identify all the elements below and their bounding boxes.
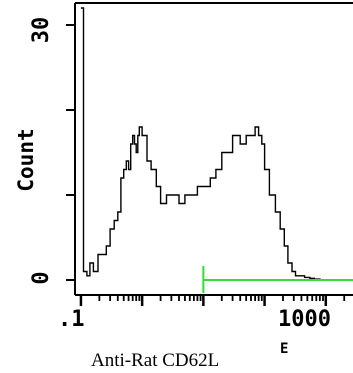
histogram-series bbox=[80, 7, 325, 281]
y-tick-label-0: 0 bbox=[29, 271, 54, 284]
x-ticks bbox=[79, 295, 346, 306]
y-ticks bbox=[66, 24, 75, 281]
x-tick-label-0.1: .1 bbox=[58, 307, 85, 332]
x-tick-label-1000: 1000 bbox=[278, 307, 331, 332]
y-axis-label: Count bbox=[14, 128, 38, 191]
x-axis-sublabel: E bbox=[280, 341, 288, 357]
x-axis-label: Anti-Rat CD62L bbox=[91, 350, 219, 371]
y-tick-label-30: 30 bbox=[29, 17, 54, 44]
